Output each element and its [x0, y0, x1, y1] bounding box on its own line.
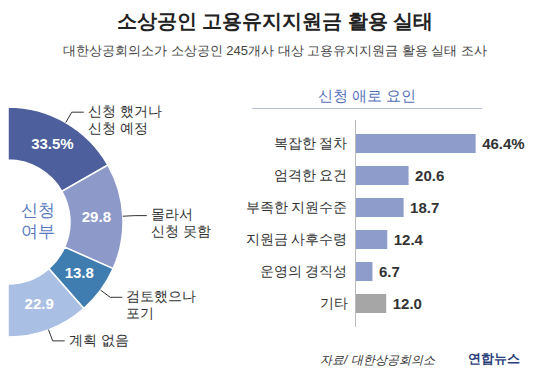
- svg-text:18.7: 18.7: [410, 199, 439, 216]
- svg-text:13.8: 13.8: [65, 264, 94, 281]
- svg-text:복잡한 절차: 복잡한 절차: [274, 135, 348, 151]
- svg-text:29.8: 29.8: [82, 208, 111, 225]
- svg-text:22.9: 22.9: [25, 295, 54, 312]
- svg-text:6.7: 6.7: [379, 263, 400, 280]
- svg-text:신청: 신청: [21, 201, 55, 220]
- svg-text:운영의 경직성: 운영의 경직성: [260, 263, 348, 279]
- html-text:자료/ 대한상공회의소: 자료/ 대한상공회의소: [320, 353, 435, 367]
- svg-text:33.5%: 33.5%: [31, 135, 74, 152]
- html-text:대한상공회의소가 소상공인 245개사 대상 고용유지지원금: 대한상공회의소가 소상공인 245개사 대상 고용유지지원금 활용 실태 조사: [63, 43, 487, 58]
- html-text:소상공인 고용유지지원금 활용 실태: 소상공인 고용유지지원금 활용 실태: [116, 10, 434, 32]
- svg-text:신청 못함: 신청 못함: [151, 223, 211, 239]
- svg-text:20.6: 20.6: [415, 167, 444, 184]
- svg-text:지원금 사후수령: 지원금 사후수령: [246, 231, 348, 247]
- html-text:연합뉴스: 연합뉴스: [468, 351, 520, 366]
- svg-text:엄격한 요건: 엄격한 요건: [274, 167, 348, 183]
- svg-text:신청 했거나: 신청 했거나: [88, 103, 162, 119]
- svg-text:기타: 기타: [320, 295, 348, 311]
- svg-text:12.0: 12.0: [393, 295, 422, 312]
- svg-text:검토했으나: 검토했으나: [126, 288, 196, 304]
- svg-text:몰라서: 몰라서: [151, 206, 193, 222]
- svg-text:부족한 지원수준: 부족한 지원수준: [246, 199, 348, 215]
- svg-text:신청 예정: 신청 예정: [88, 120, 148, 136]
- svg-text:계획 없음: 계획 없음: [69, 332, 129, 348]
- svg-text:46.4%: 46.4%: [482, 135, 525, 152]
- html-text:신청 애로 요인: 신청 애로 요인: [317, 87, 417, 104]
- svg-text:포기: 포기: [126, 305, 154, 321]
- svg-text:12.4: 12.4: [394, 231, 424, 248]
- svg-text:여부: 여부: [21, 222, 55, 241]
